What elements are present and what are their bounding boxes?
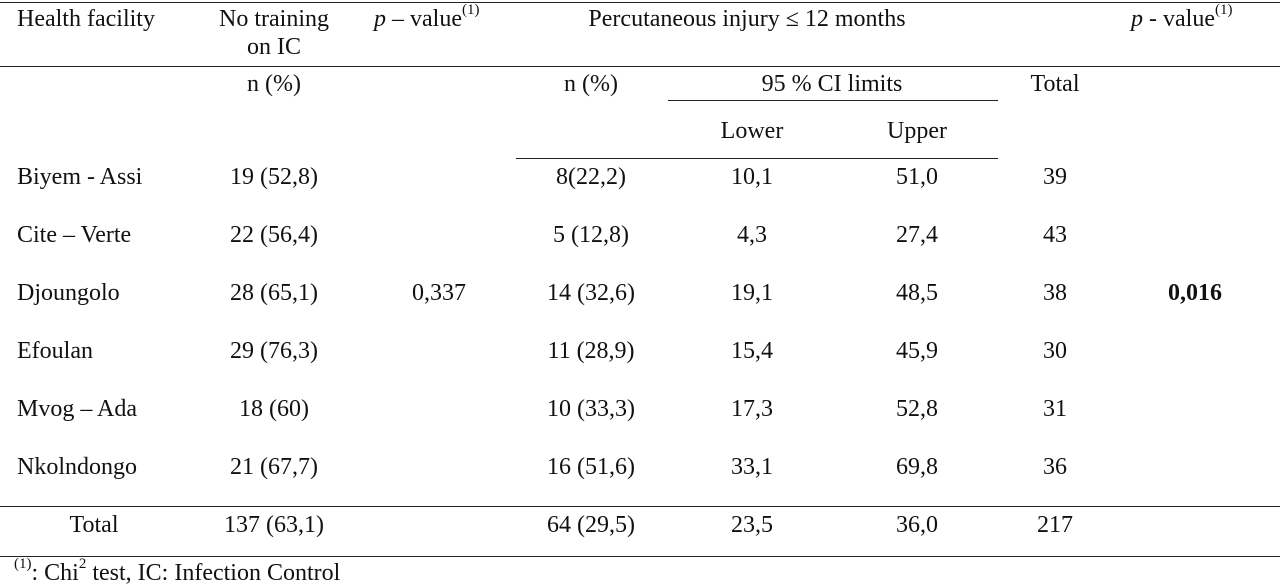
cell-lower: 19,1 [731, 280, 773, 306]
cell-facility: Efoulan [17, 338, 93, 364]
header-ci-limits: 95 % CI limits [761, 71, 903, 97]
bottom-rule [0, 556, 1280, 557]
footnote: (1): Chi2 test, IC: Infection Control [14, 556, 341, 586]
cell-injury: 10 (33,3) [547, 396, 635, 422]
header-upper: Upper [887, 118, 947, 144]
header-lower: Lower [720, 118, 784, 144]
cell-injury: 11 (28,9) [547, 338, 635, 364]
header-total: Total [1030, 71, 1080, 97]
header-percutaneous-injury: Percutaneous injury ≤ 12 months [588, 6, 906, 32]
subheader-rule [516, 158, 998, 159]
total-lower: 23,5 [731, 512, 773, 538]
header-p-value-right: p - value(1) [1131, 2, 1233, 32]
total-label: Total [69, 512, 119, 538]
cell-lower: 33,1 [731, 454, 773, 480]
cell-injury: 8(22,2) [556, 164, 626, 190]
cell-total: 36 [1043, 454, 1067, 480]
cell-upper: 27,4 [896, 222, 938, 248]
cell-facility: Mvog – Ada [17, 396, 137, 422]
cell-lower: 4,3 [737, 222, 767, 248]
cell-facility: Nkolndongo [17, 454, 137, 480]
header-no-training-line1: No training [219, 6, 329, 32]
total-rule [0, 506, 1280, 507]
total-injury: 64 (29,5) [547, 512, 635, 538]
cell-injury: 16 (51,6) [547, 454, 635, 480]
cell-p-value-injury: 0,016 [1168, 280, 1222, 306]
cell-total: 39 [1043, 164, 1067, 190]
header-no-training-line2: on IC [247, 34, 301, 60]
cell-injury: 14 (32,6) [547, 280, 635, 306]
cell-lower: 17,3 [731, 396, 773, 422]
cell-no-training: 18 (60) [239, 396, 309, 422]
cell-upper: 45,9 [896, 338, 938, 364]
cell-facility: Cite – Verte [17, 222, 132, 248]
header-rule [0, 66, 1280, 67]
cell-total: 43 [1043, 222, 1067, 248]
cell-no-training: 28 (65,1) [230, 280, 318, 306]
cell-facility: Djoungolo [17, 280, 120, 306]
header-n-pct-injury: n (%) [564, 71, 618, 97]
cell-upper: 48,5 [896, 280, 938, 306]
header-n-pct-no-training: n (%) [247, 71, 301, 97]
cell-total: 30 [1043, 338, 1067, 364]
cell-no-training: 21 (67,7) [230, 454, 318, 480]
cell-p-value-training: 0,337 [412, 280, 466, 306]
cell-no-training: 22 (56,4) [230, 222, 318, 248]
cell-injury: 5 (12,8) [553, 222, 629, 248]
cell-facility: Biyem - Assi [17, 164, 143, 190]
total-upper: 36,0 [896, 512, 938, 538]
cell-lower: 15,4 [731, 338, 773, 364]
top-rule [0, 2, 1280, 3]
cell-total: 31 [1043, 396, 1067, 422]
header-health-facility: Health facility [17, 6, 155, 32]
cell-no-training: 19 (52,8) [230, 164, 318, 190]
cell-total: 38 [1043, 280, 1067, 306]
cell-no-training: 29 (76,3) [230, 338, 318, 364]
total-total: 217 [1037, 512, 1073, 538]
total-no-training: 137 (63,1) [224, 512, 324, 538]
cell-upper: 51,0 [896, 164, 938, 190]
cell-lower: 10,1 [731, 164, 773, 190]
header-p-value-left: p – value(1) [374, 2, 480, 32]
cell-upper: 69,8 [896, 454, 938, 480]
ci-limits-rule [668, 100, 998, 101]
cell-upper: 52,8 [896, 396, 938, 422]
